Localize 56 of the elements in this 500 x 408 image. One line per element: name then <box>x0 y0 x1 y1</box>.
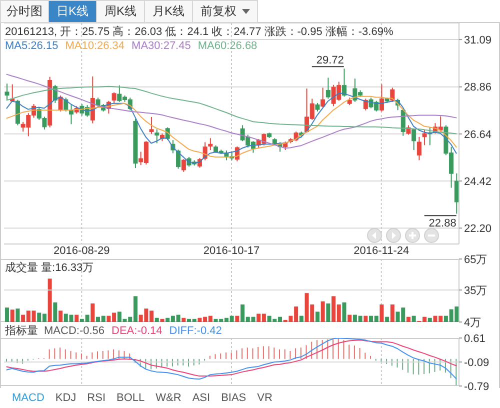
text: BIAS <box>221 391 246 406</box>
candlestick <box>326 77 330 100</box>
text: MA10:26.34 <box>65 39 125 53</box>
text: BOLL <box>116 391 145 406</box>
candlestick <box>176 149 181 170</box>
y-tick-label: 4万 <box>464 316 482 329</box>
text: W&R <box>156 391 182 406</box>
y-tick-label: 26.64 <box>464 128 492 141</box>
line-series <box>6 74 457 149</box>
candlestick <box>342 68 346 98</box>
candlestick <box>154 128 160 144</box>
text: DIFF:-0.42 <box>169 324 222 336</box>
x-tick-label: 2016-10-17 <box>203 244 260 257</box>
tab: 前复权 <box>192 0 258 23</box>
text: RSI <box>87 391 106 406</box>
y-tick-label: 65万 <box>464 254 488 266</box>
tab: 月K线 <box>144 0 193 23</box>
text: MACD <box>12 391 44 406</box>
series-label: MACD:-0.56 <box>44 324 105 336</box>
candlestick <box>379 84 384 112</box>
text: MA5:26.15 <box>5 39 58 53</box>
y-tick-label: 24.42 <box>464 176 492 188</box>
chart-title: 指标量 <box>5 324 38 338</box>
candlestick <box>149 116 154 134</box>
candlestick <box>416 136 422 161</box>
tab: 日K线 <box>48 0 97 23</box>
y-tick-label: 22.20 <box>464 223 492 235</box>
annotation: 29.72 <box>316 54 344 67</box>
y-tick-label: 35万 <box>464 284 488 297</box>
candlestick <box>112 92 116 104</box>
annotation: 22.88 <box>428 218 456 230</box>
candlestick <box>412 128 416 151</box>
text: ASI <box>192 391 210 406</box>
tab: 分时图 <box>0 0 49 23</box>
candlestick <box>422 130 427 146</box>
x-tick-label: 2016-11-24 <box>354 244 410 257</box>
candlestick <box>181 158 186 172</box>
candlestick <box>208 138 213 151</box>
candlestick <box>4 83 10 101</box>
x-tick-label: 2016-08-29 <box>53 244 110 257</box>
chart-title: 20161213, 开：25.75 高：26.03 低：24.1 收：24.77 涨跌：-0.95 涨幅：-3.69% <box>5 26 394 38</box>
candlestick <box>58 95 63 112</box>
chart-title: 成交量 量:16.33万 <box>5 262 94 274</box>
y-tick-label: -0.09 <box>464 356 490 369</box>
y-tick-label: -0.79 <box>464 380 490 393</box>
y-tick-label: 31.09 <box>464 34 492 46</box>
candlestick <box>15 99 20 126</box>
text: VR <box>257 391 272 406</box>
tab: 周K线 <box>96 0 145 23</box>
y-tick-label: 28.86 <box>464 82 492 94</box>
text: MA60:26.68 <box>198 39 258 53</box>
text: DEA:-0.14 <box>112 324 162 336</box>
candlestick <box>320 87 326 108</box>
text: KDJ <box>55 391 76 406</box>
y-tick-label: 0.61 <box>464 332 486 345</box>
text: MA30:27.45 <box>132 39 191 53</box>
